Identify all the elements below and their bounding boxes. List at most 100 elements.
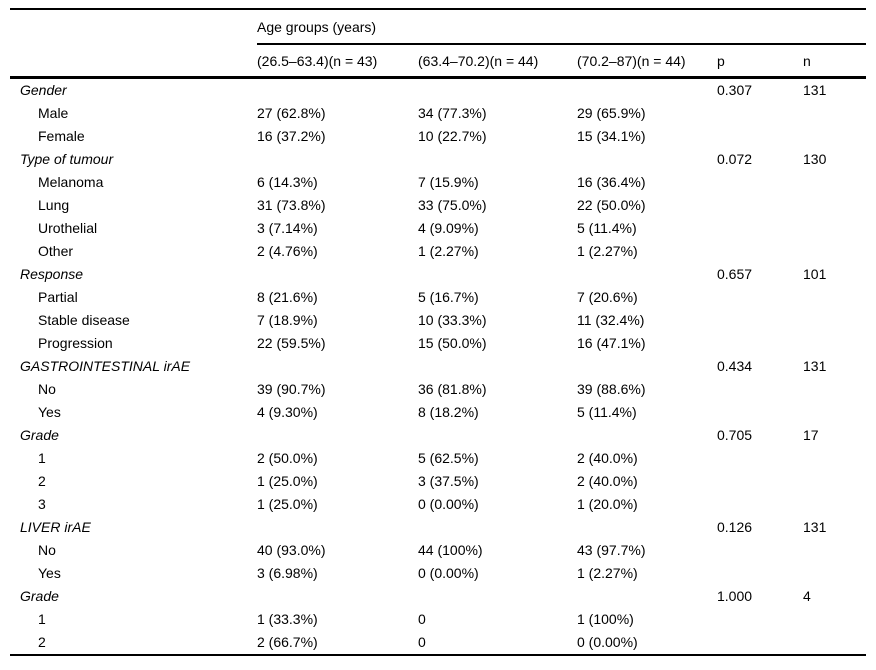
item-row: Lung 31 (73.8%) 33 (75.0%) 22 (50.0%): [10, 194, 866, 217]
group2-value-cell: 0 (0.00%): [418, 565, 479, 581]
group1-value-cell: 3 (6.98%): [257, 565, 318, 581]
p-value-cell: [717, 608, 803, 631]
row-label-cell: Grade: [20, 427, 59, 443]
spanner-row: Age groups (years): [10, 8, 866, 45]
group3-value-cell: 43 (97.7%): [577, 542, 646, 558]
p-value-cell: [717, 539, 803, 562]
row-label-cell: Yes: [38, 565, 61, 581]
row-label-cell: No: [38, 542, 56, 558]
n-value-cell: 101: [803, 266, 827, 282]
p-value-cell: [717, 470, 803, 493]
p-value-cell: 0.072: [717, 151, 753, 167]
group2-value-cell: [418, 263, 577, 286]
item-row: Stable disease 7 (18.9%) 10 (33.3%) 11 (32.…: [10, 309, 866, 332]
group2-value-cell: 34 (77.3%): [418, 105, 487, 121]
group1-value-cell: [257, 263, 418, 286]
n-value-cell: [803, 125, 866, 148]
n-value-cell: [803, 493, 866, 516]
group2-value-cell: [418, 585, 577, 608]
n-value-cell: [803, 240, 866, 263]
p-value-cell: [717, 332, 803, 355]
p-value-cell: [717, 631, 803, 656]
column-header-group2: (63.4–70.2)(n = 44): [418, 44, 577, 79]
group2-value-cell: 5 (62.5%): [418, 450, 479, 466]
row-label-cell: Type of tumour: [20, 151, 114, 167]
group2-value-cell: [418, 424, 577, 447]
n-value-cell: [803, 102, 866, 125]
p-value-cell: [717, 102, 803, 125]
item-row: No 40 (93.0%) 44 (100%) 43 (97.7%): [10, 539, 866, 562]
row-label-cell: Partial: [38, 289, 78, 305]
group2-value-cell: 4 (9.09%): [418, 220, 479, 236]
n-value-cell: 131: [803, 519, 827, 535]
section-row: Grade 0.705 17: [10, 424, 866, 447]
row-label-cell: LIVER irAE: [20, 519, 91, 535]
group3-value-cell: 16 (36.4%): [577, 174, 646, 190]
group1-value-cell: 4 (9.30%): [257, 404, 318, 420]
p-value-cell: [717, 447, 803, 470]
group3-value-cell: [577, 516, 717, 539]
group3-value-cell: 22 (50.0%): [577, 197, 646, 213]
group3-value-cell: 15 (34.1%): [577, 128, 646, 144]
n-value-cell: [803, 378, 866, 401]
item-row: Yes 3 (6.98%) 0 (0.00%) 1 (2.27%): [10, 562, 866, 585]
n-value-cell: [803, 171, 866, 194]
p-value-cell: [717, 401, 803, 424]
table-header: Age groups (years) (26.5–63.4)(n = 43) (…: [10, 8, 866, 79]
group3-value-cell: [577, 78, 717, 103]
row-label-cell: Yes: [38, 404, 61, 420]
p-value-cell: [717, 240, 803, 263]
p-value-cell: [717, 493, 803, 516]
n-value-cell: [803, 401, 866, 424]
group3-value-cell: 16 (47.1%): [577, 335, 646, 351]
row-label-cell: Gender: [20, 82, 67, 98]
group2-value-cell: 0: [418, 631, 577, 656]
group3-value-cell: 0 (0.00%): [577, 631, 717, 656]
p-value-cell: [717, 378, 803, 401]
group3-value-cell: [577, 585, 717, 608]
group2-value-cell: [418, 78, 577, 103]
group2-value-cell: 0: [418, 611, 426, 627]
p-value-cell: 0.705: [717, 427, 753, 443]
group1-value-cell: 1 (25.0%): [257, 473, 318, 489]
item-row: Yes 4 (9.30%) 8 (18.2%) 5 (11.4%): [10, 401, 866, 424]
n-value-cell: 131: [803, 358, 827, 374]
group3-value-cell: 2 (40.0%): [577, 450, 638, 466]
row-label-cell: 2: [10, 631, 257, 656]
group2-value-cell: 33 (75.0%): [418, 197, 487, 213]
n-value-cell: [803, 194, 866, 217]
group3-value-cell: [577, 263, 717, 286]
page: Age groups (years) (26.5–63.4)(n = 43) (…: [0, 8, 876, 670]
group2-value-cell: 10 (22.7%): [418, 128, 487, 144]
group1-value-cell: 8 (21.6%): [257, 289, 318, 305]
n-value-cell: [803, 608, 866, 631]
row-label-cell: GASTROINTESTINAL irAE: [20, 358, 191, 374]
item-row: Progression 22 (59.5%) 15 (50.0%) 16 (47.1%…: [10, 332, 866, 355]
item-row: 2 1 (25.0%) 3 (37.5%) 2 (40.0%): [10, 470, 866, 493]
p-value-cell: [717, 286, 803, 309]
group3-value-cell: 1 (2.27%): [577, 565, 638, 581]
group1-value-cell: 27 (62.8%): [257, 105, 326, 121]
n-value-cell: [803, 539, 866, 562]
group1-value-cell: 16 (37.2%): [257, 128, 326, 144]
row-label-cell: Melanoma: [38, 174, 104, 190]
group3-value-cell: [577, 148, 717, 171]
section-row: GASTROINTESTINAL irAE 0.434 131: [10, 355, 866, 378]
row-label-cell: Female: [38, 128, 85, 144]
group1-value-cell: 40 (93.0%): [257, 542, 326, 558]
group2-value-cell: 44 (100%): [418, 542, 483, 558]
row-label-cell: Other: [38, 243, 74, 259]
row-label-cell: Male: [38, 105, 69, 121]
group3-value-cell: 1 (2.27%): [577, 243, 638, 259]
n-value-cell: 130: [803, 151, 827, 167]
item-row: No 39 (90.7%) 36 (81.8%) 39 (88.6%): [10, 378, 866, 401]
group2-value-cell: [418, 148, 577, 171]
group3-value-cell: 5 (11.4%): [577, 404, 637, 420]
group1-value-cell: 3 (7.14%): [257, 220, 318, 236]
group1-value-cell: 1 (33.3%): [257, 611, 318, 627]
row-label-cell: Grade: [20, 588, 59, 604]
n-value-cell: [803, 631, 866, 656]
group2-value-cell: 5 (16.7%): [418, 289, 479, 305]
column-header-label: [10, 44, 257, 79]
group2-value-cell: 3 (37.5%): [418, 473, 479, 489]
